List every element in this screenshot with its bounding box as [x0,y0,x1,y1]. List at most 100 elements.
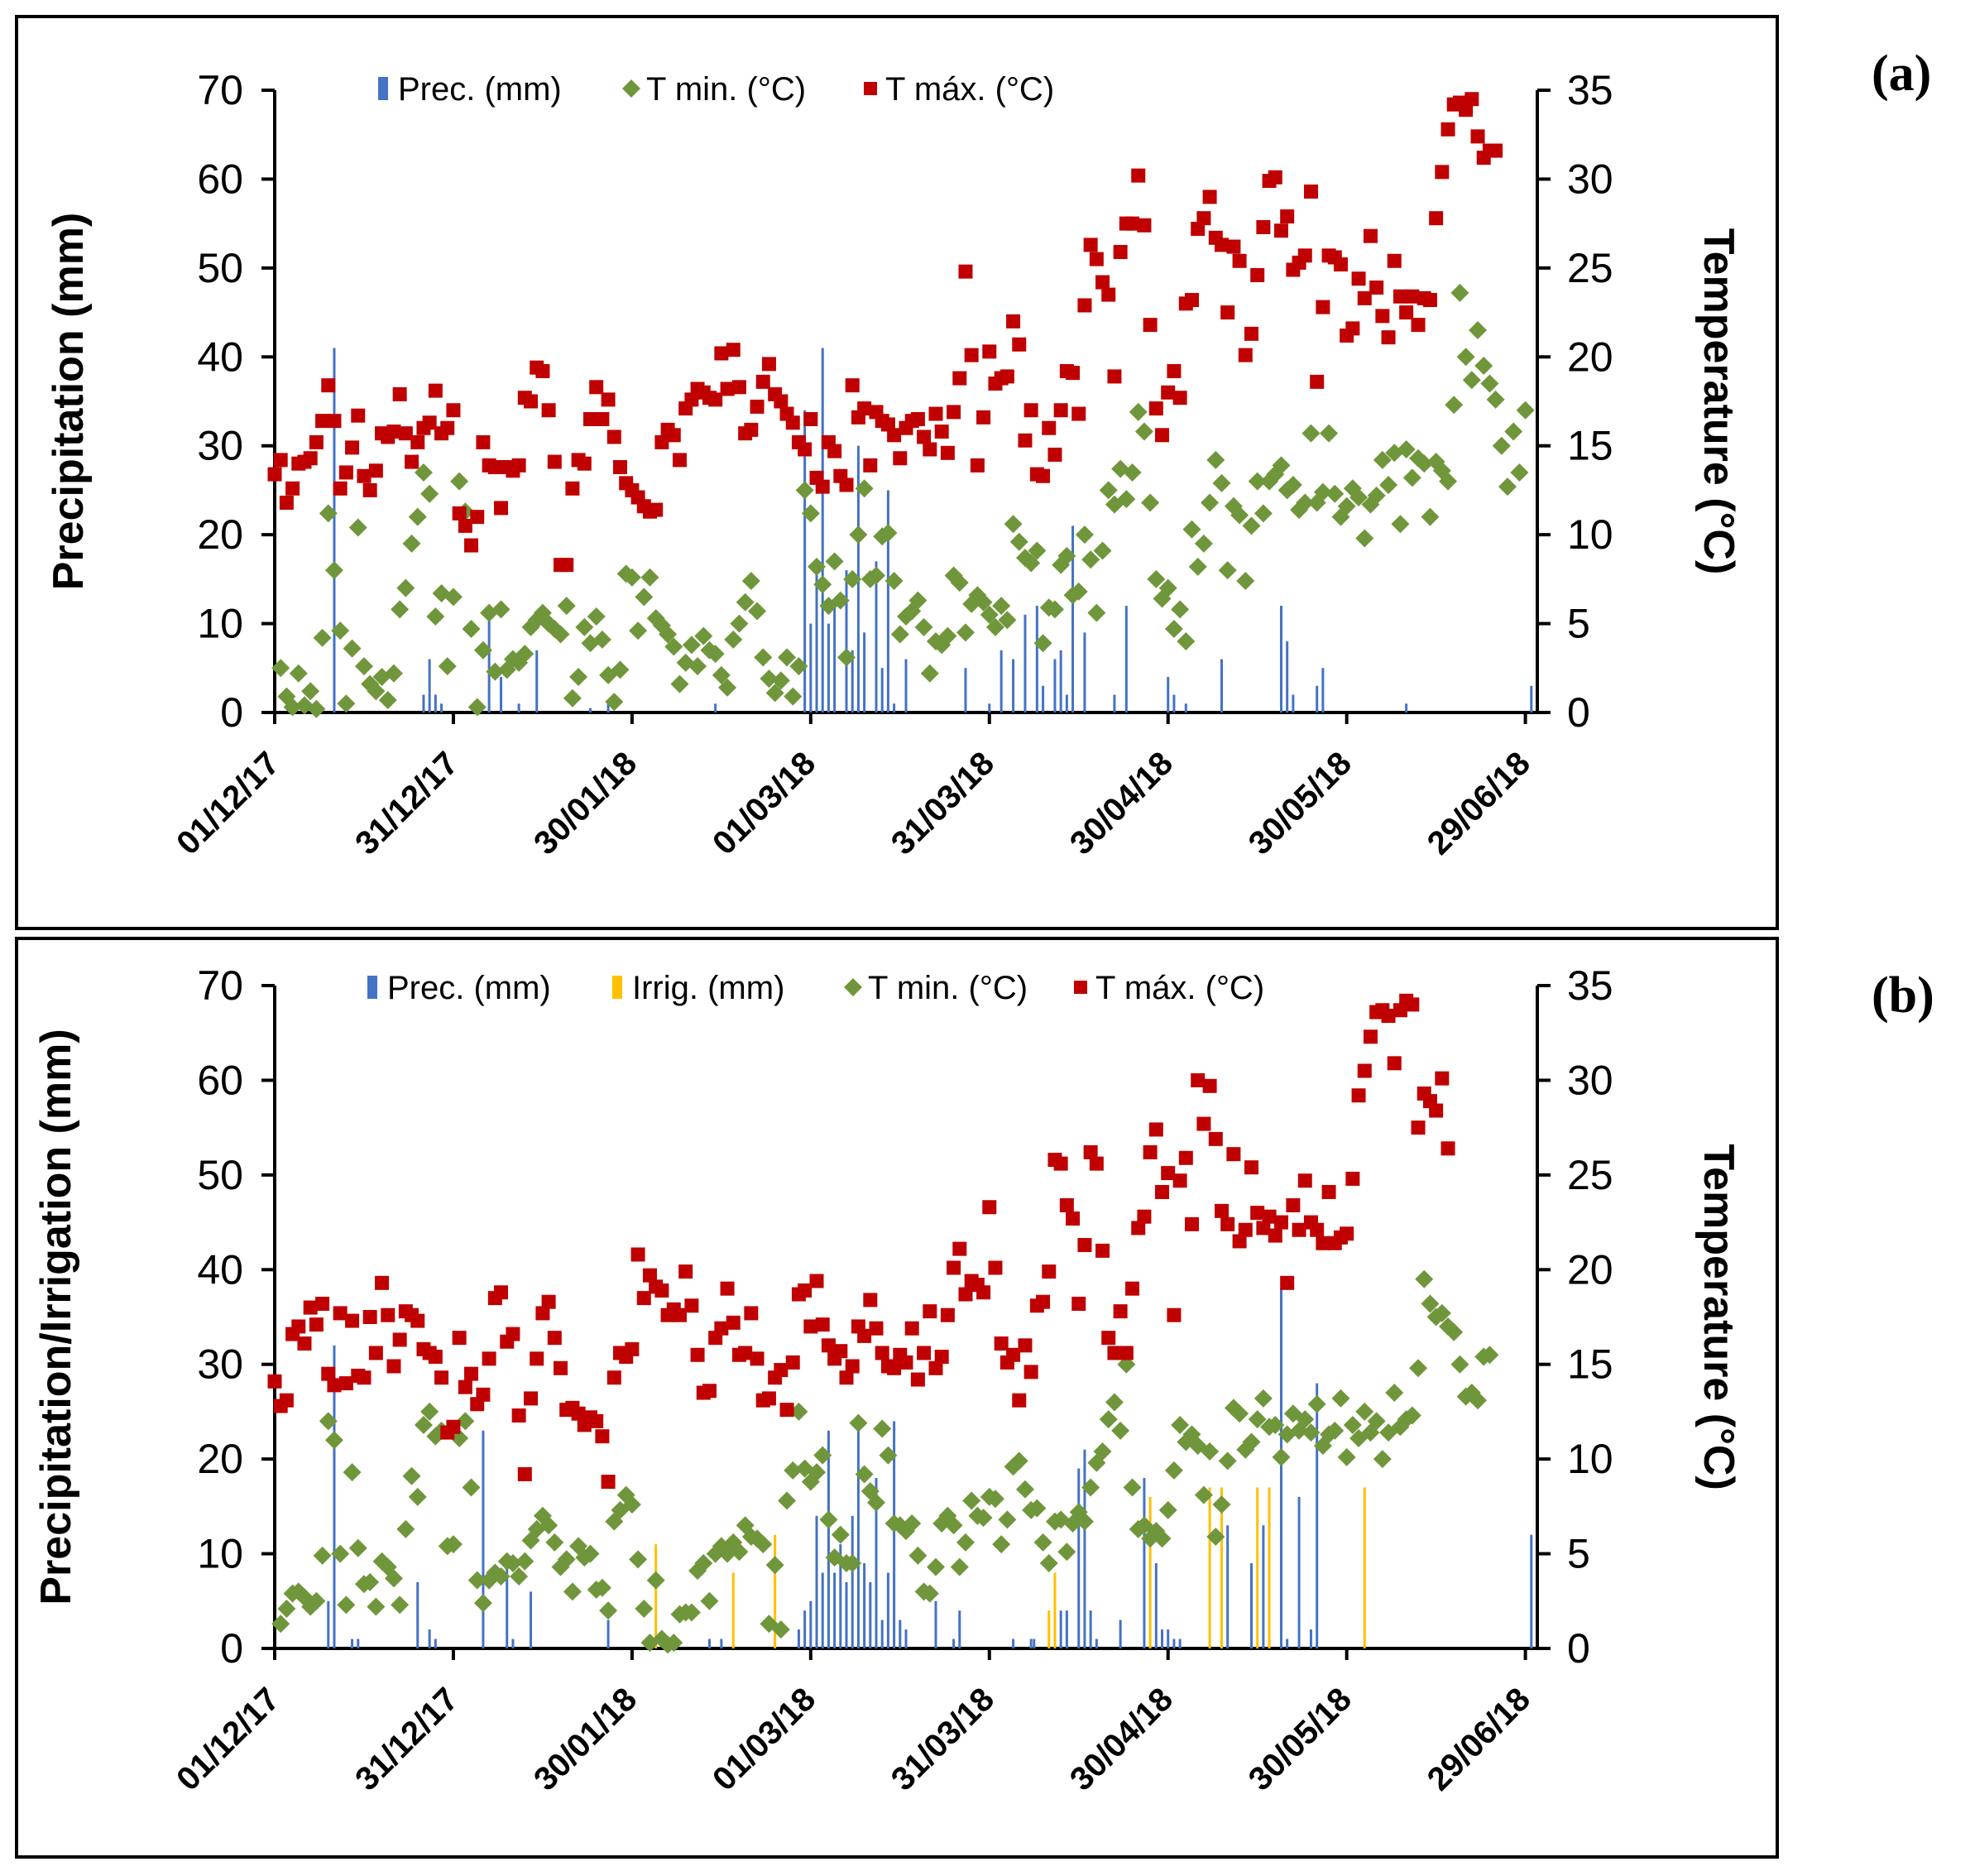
tmax-point [1250,267,1265,282]
tmin-point [1355,1402,1374,1421]
precipitation-bar [809,623,813,712]
tmin-point [1087,603,1106,622]
tmax-point [887,1360,902,1375]
tmin-point [378,690,397,709]
tmin-point [1510,463,1529,482]
tmax-point [857,1328,872,1343]
y2-tick-label: 10 [1567,1436,1613,1482]
tmax-point [988,1260,1003,1275]
tmax-point [458,1379,472,1394]
tmax-point [940,1307,955,1322]
tmax-point [952,371,967,386]
precipitation-bar [809,1600,813,1648]
tmin-point [778,648,797,667]
tmax-point [1006,314,1021,329]
tmin-point [640,568,659,587]
tmax-point [315,1296,330,1311]
tmin-point [563,689,582,708]
tmax-point [976,410,991,425]
tmin-point [748,602,767,621]
tmin-point [414,1415,433,1434]
y2-axis-title: Temperature (°C) [1695,1144,1743,1490]
tmax-point [947,1260,961,1275]
tmin-point [1171,1415,1190,1434]
tmin-point [367,1597,386,1616]
tmax-point [589,1413,604,1428]
tmin-point [724,630,743,649]
tmax-point [1053,403,1068,418]
tmin-point [1450,283,1469,302]
y-tick-label: 40 [197,1246,243,1293]
precipitation-bar [707,1639,711,1648]
tmax-point [1047,447,1062,462]
tmax-point [726,343,741,357]
precipitation-bar [815,570,818,712]
precipitation-bar [797,1629,800,1648]
precipitation-bar [899,1619,902,1648]
tmin-point [1248,1410,1267,1429]
tmax-point [1316,1235,1330,1250]
tmax-point [976,1285,991,1300]
precipitation-bar [1530,685,1533,712]
y-tick-label: 10 [197,1531,243,1577]
tmax-point [970,458,985,473]
precipitation-bar [863,1563,866,1648]
panel-a-frame [15,15,1779,930]
tmax-point [309,434,324,449]
tmax-point [405,454,419,469]
tmin-point [622,568,641,587]
tmax-point [446,403,461,418]
tmax-point [1220,1216,1235,1231]
y2-tick-label: 10 [1567,511,1613,558]
tmax-point [774,394,789,409]
tmax-point [1244,1160,1258,1175]
tmax-point [285,481,300,496]
precipitation-bar [880,668,884,712]
tmin-point [1105,1393,1124,1412]
precipitation-bar [1083,1449,1086,1648]
tmax-point [1387,253,1402,268]
irrigation-bar [1220,1487,1223,1648]
tmax-point [1066,366,1081,381]
precipitation-bar [964,668,967,712]
tmax-point [731,380,746,395]
tmax-point [917,429,932,444]
tmin-point [1134,422,1153,441]
precipitation-bar [1042,685,1045,712]
tmin-point [443,1535,463,1554]
y2-tick-label: 5 [1567,601,1590,647]
tmin-point [1391,515,1410,534]
precipitation-bar [845,570,848,712]
tmax-point [833,1344,848,1359]
y-tick-label: 50 [197,245,243,291]
tmax-point [333,1306,348,1321]
tmin-point [825,552,844,571]
precipitation-bar [1095,1639,1098,1648]
tmax-point [917,1346,932,1360]
tmin-point [1445,396,1464,415]
tmax-point [893,451,908,466]
tmin-point [324,1431,343,1450]
precipitation-bar [1316,1383,1319,1648]
tmax-point [666,428,681,443]
tmax-point [345,1313,360,1328]
legend-tmin-swatch [622,79,640,98]
tmax-point [726,1315,741,1330]
tmax-point [1273,1215,1288,1230]
tmin-point [408,1487,427,1506]
tmax-point [803,1319,818,1334]
y2-tick-label: 25 [1567,245,1613,291]
precipitation-bar [1316,685,1319,712]
tmax-point [1107,369,1122,384]
tmin-point [867,1493,886,1512]
y-tick-label: 70 [197,67,243,113]
tmax-point [1321,1184,1336,1199]
tmin-point [741,572,760,591]
tmax-point [714,346,729,361]
tmax-point [845,378,860,393]
tmax-point [910,411,925,426]
tmax-point [1345,321,1360,336]
tmin-point [784,687,803,706]
precipitation-bar [1059,650,1062,712]
